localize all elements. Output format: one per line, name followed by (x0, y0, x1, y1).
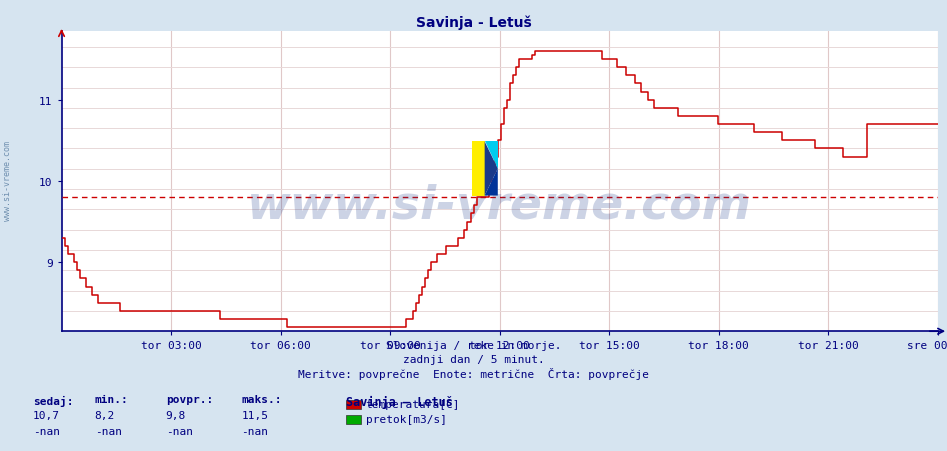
Text: -nan: -nan (33, 426, 61, 436)
Text: maks.:: maks.: (241, 395, 282, 405)
Text: Savinja – Letuš: Savinja – Letuš (346, 395, 453, 408)
Text: Slovenija / reke in morje.: Slovenija / reke in morje. (385, 341, 562, 350)
Text: 8,2: 8,2 (95, 410, 115, 420)
Text: pretok[m3/s]: pretok[m3/s] (366, 414, 447, 424)
Text: min.:: min.: (95, 395, 129, 405)
Text: -nan: -nan (241, 426, 269, 436)
Text: Meritve: povprečne  Enote: metrične  Črta: povprečje: Meritve: povprečne Enote: metrične Črta:… (298, 368, 649, 380)
Text: -nan: -nan (166, 426, 193, 436)
Text: povpr.:: povpr.: (166, 395, 213, 405)
Text: zadnji dan / 5 minut.: zadnji dan / 5 minut. (402, 354, 545, 364)
Text: 11,5: 11,5 (241, 410, 269, 420)
Text: sedaj:: sedaj: (33, 395, 74, 405)
Text: Savinja - Letuš: Savinja - Letuš (416, 16, 531, 30)
Text: 10,7: 10,7 (33, 410, 61, 420)
Text: -nan: -nan (95, 426, 122, 436)
Text: 9,8: 9,8 (166, 410, 186, 420)
Text: www.si-vreme.com: www.si-vreme.com (3, 141, 12, 220)
Text: www.si-vreme.com: www.si-vreme.com (247, 183, 752, 228)
Text: temperatura[C]: temperatura[C] (366, 400, 460, 410)
